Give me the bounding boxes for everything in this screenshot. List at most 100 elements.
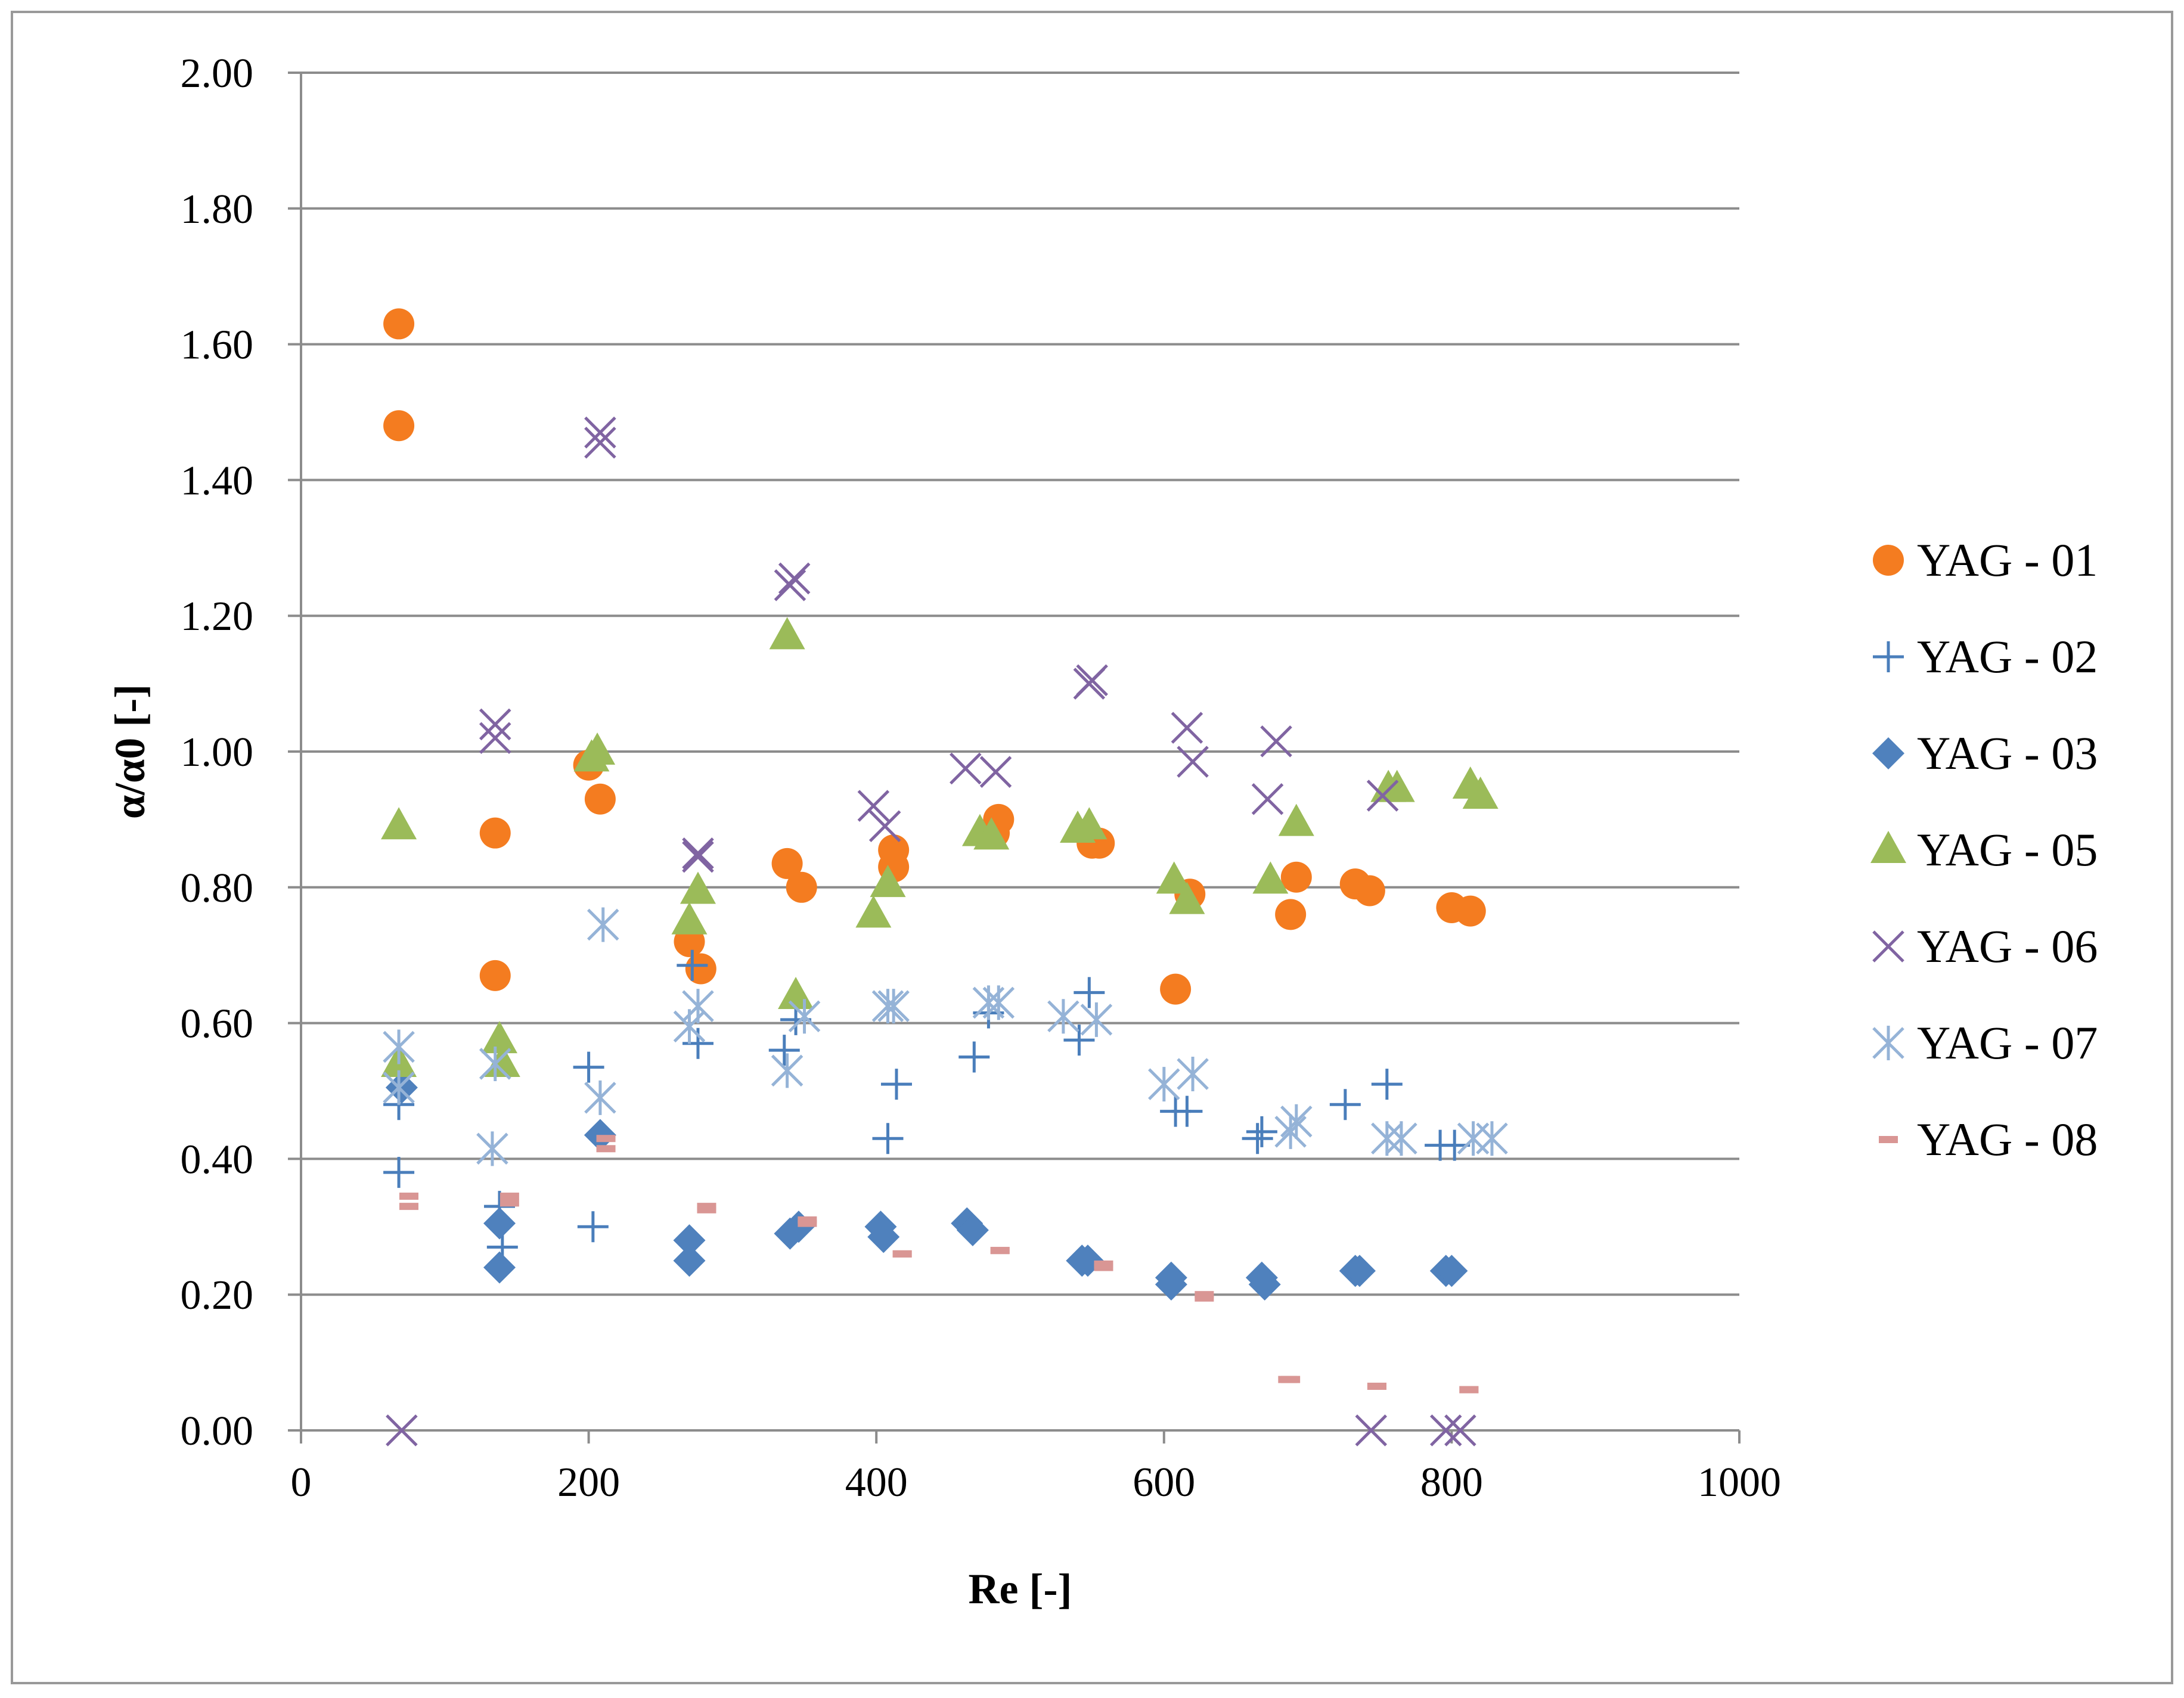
- data-point: [979, 756, 1012, 788]
- data-point: [383, 1157, 415, 1188]
- data-point: [870, 865, 906, 898]
- y-tick-label: 2.00: [181, 51, 254, 97]
- data-point: [1280, 861, 1312, 893]
- y-tick-label: 0.60: [181, 1001, 254, 1047]
- legend-item: YAG - 01: [1873, 534, 2098, 586]
- data-point: [1063, 1025, 1095, 1056]
- data-point: [587, 907, 619, 942]
- gridlines: [301, 72, 1739, 1296]
- data-point: [1343, 1255, 1376, 1287]
- data-point: [1444, 1414, 1476, 1446]
- data-point: [956, 1213, 989, 1246]
- x-tick-labels: 0 200 400 600 800 1000: [291, 1460, 1782, 1505]
- data-point: [479, 722, 511, 754]
- data-point: [1171, 1095, 1203, 1127]
- data-point: [483, 1251, 516, 1284]
- y-tick-label: 0.00: [181, 1408, 254, 1454]
- data-point: [479, 1046, 511, 1081]
- data-point: [857, 790, 890, 822]
- data-point: [990, 1247, 1010, 1255]
- data-point: [481, 1021, 517, 1054]
- data-point: [768, 1035, 800, 1066]
- data-point: [399, 1203, 418, 1210]
- y-tick-label: 1.20: [181, 594, 254, 640]
- data-point: [1462, 777, 1499, 809]
- data-point: [1435, 1255, 1468, 1287]
- legend-label: YAG - 06: [1917, 920, 2098, 972]
- x-tick-label: 400: [845, 1460, 908, 1505]
- data-point: [484, 1044, 520, 1077]
- data-point: [1355, 1414, 1388, 1446]
- data-point: [1429, 1414, 1462, 1446]
- y-tick-label: 1.40: [181, 458, 254, 504]
- y-tick-label: 1.60: [181, 322, 254, 368]
- legend-item: YAG - 07: [1872, 1017, 2098, 1069]
- legend-marker: [1873, 545, 1904, 576]
- y-tick-label: 0.20: [181, 1272, 254, 1318]
- data-point: [386, 1414, 418, 1446]
- legend-item: YAG - 03: [1872, 727, 2098, 779]
- data-point: [950, 752, 982, 785]
- y-tick-labels: 0.00 0.20 0.40 0.60 0.80 1.00 1.20 1.40 1.60 1.80…: [181, 51, 254, 1454]
- data-point: [573, 1051, 604, 1083]
- series-yag-06: [386, 416, 1476, 1446]
- x-tick-label: 800: [1420, 1460, 1483, 1505]
- data-point: [682, 840, 714, 873]
- data-point: [1246, 1116, 1277, 1147]
- legend-label: YAG - 03: [1917, 727, 2098, 779]
- legend-marker: [1872, 737, 1904, 769]
- data-point: [1274, 1114, 1307, 1149]
- data-point: [771, 1053, 804, 1088]
- data-point: [1047, 999, 1079, 1034]
- data-point: [855, 895, 892, 928]
- x-tick-label: 200: [557, 1460, 620, 1505]
- data-point: [596, 1145, 616, 1153]
- data-point: [982, 985, 1015, 1020]
- data-point: [771, 848, 803, 879]
- legend-label: YAG - 08: [1917, 1113, 2098, 1165]
- data-point: [1171, 712, 1203, 744]
- x-tick-label: 1000: [1698, 1460, 1781, 1505]
- data-point: [1454, 895, 1486, 927]
- data-point: [1275, 899, 1307, 930]
- data-point: [500, 1193, 519, 1200]
- legend-marker: [1872, 930, 1904, 963]
- data-point: [786, 871, 817, 903]
- legend-label: YAG - 07: [1917, 1017, 2098, 1069]
- data-point: [383, 1029, 415, 1064]
- data-point: [1155, 1268, 1187, 1301]
- data-point: [680, 871, 716, 904]
- data-point: [584, 416, 616, 449]
- legend-marker: [1879, 1136, 1898, 1143]
- data-point: [1242, 1123, 1273, 1154]
- data-point: [1094, 1264, 1113, 1271]
- data-point: [584, 1080, 616, 1115]
- data-point: [1169, 881, 1205, 914]
- data-point: [867, 1221, 900, 1253]
- data-point: [577, 1211, 609, 1243]
- legend: YAG - 01 YAG - 02 YAG - 03 YAG - 05 YAG - 06…: [1870, 534, 2098, 1165]
- data-point: [697, 1203, 716, 1210]
- legend-marker: [1872, 1026, 1904, 1060]
- data-point: [671, 902, 708, 935]
- data-point: [385, 1071, 418, 1104]
- data-point: [673, 1244, 706, 1277]
- data-point: [798, 1219, 817, 1227]
- data-point: [479, 708, 511, 741]
- data-point: [877, 989, 910, 1024]
- data-point: [1476, 1121, 1508, 1156]
- series-yag-08: [399, 1135, 1479, 1393]
- legend-label: YAG - 05: [1917, 824, 2098, 876]
- data-point: [871, 989, 904, 1024]
- y-tick-label: 0.80: [181, 865, 254, 911]
- data-point: [769, 617, 805, 650]
- data-point: [1076, 664, 1108, 697]
- legend-marker: [1870, 831, 1906, 863]
- data-point: [1281, 1376, 1301, 1383]
- data-point: [673, 1224, 706, 1257]
- data-point: [483, 1207, 516, 1240]
- data-point: [880, 1069, 912, 1100]
- data-point: [584, 783, 616, 815]
